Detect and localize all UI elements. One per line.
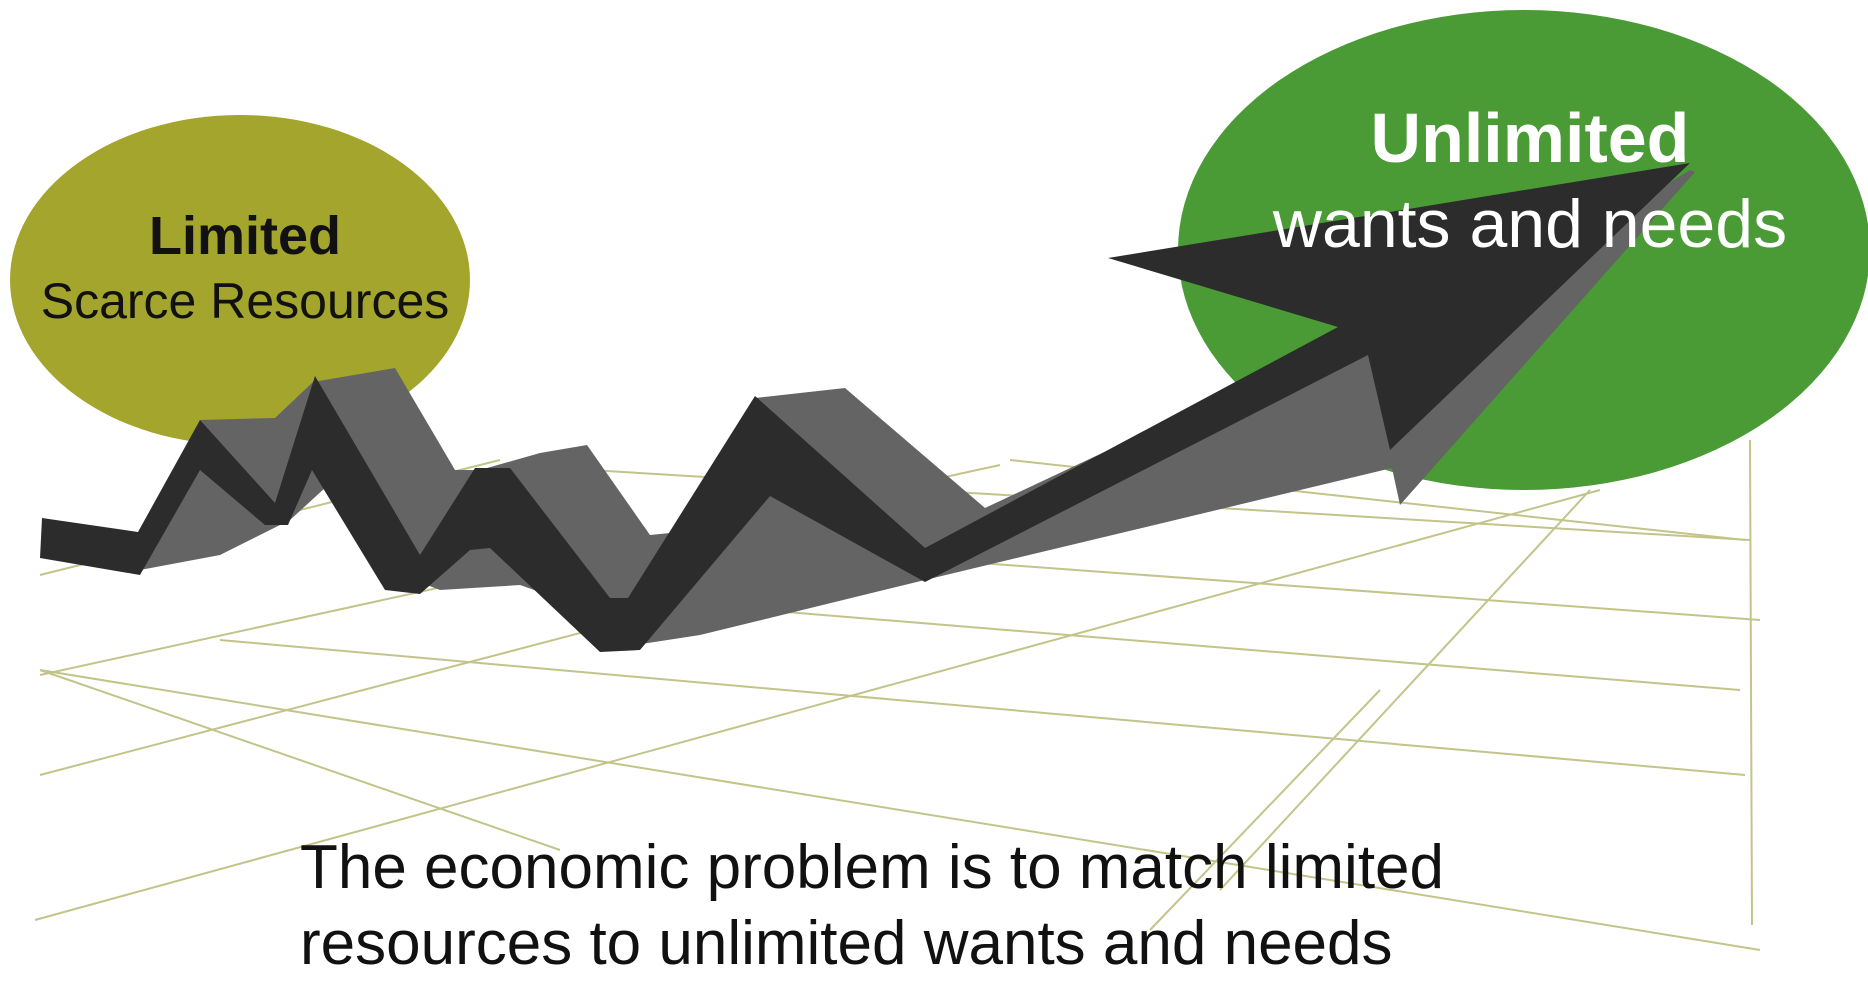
caption-line-1: The economic problem is to match limited [300, 833, 1445, 902]
limited-label-group: Limited Scarce Resources [10, 205, 480, 331]
limited-resources-ellipse [10, 115, 470, 445]
limited-title: Limited [148, 206, 341, 266]
unlimited-subtitle: wants and needs [1272, 185, 1788, 262]
unlimited-title: Unlimited [1370, 99, 1690, 177]
unlimited-label-group: Unlimited wants and needs [1210, 98, 1850, 263]
caption-line-2: resources to unlimited wants and needs [300, 909, 1393, 978]
zigzag-arrow [40, 163, 1695, 652]
arrow-front-face [40, 163, 1690, 652]
limited-subtitle: Scarce Resources [40, 273, 450, 330]
caption: The economic problem is to match limited… [300, 830, 1600, 982]
